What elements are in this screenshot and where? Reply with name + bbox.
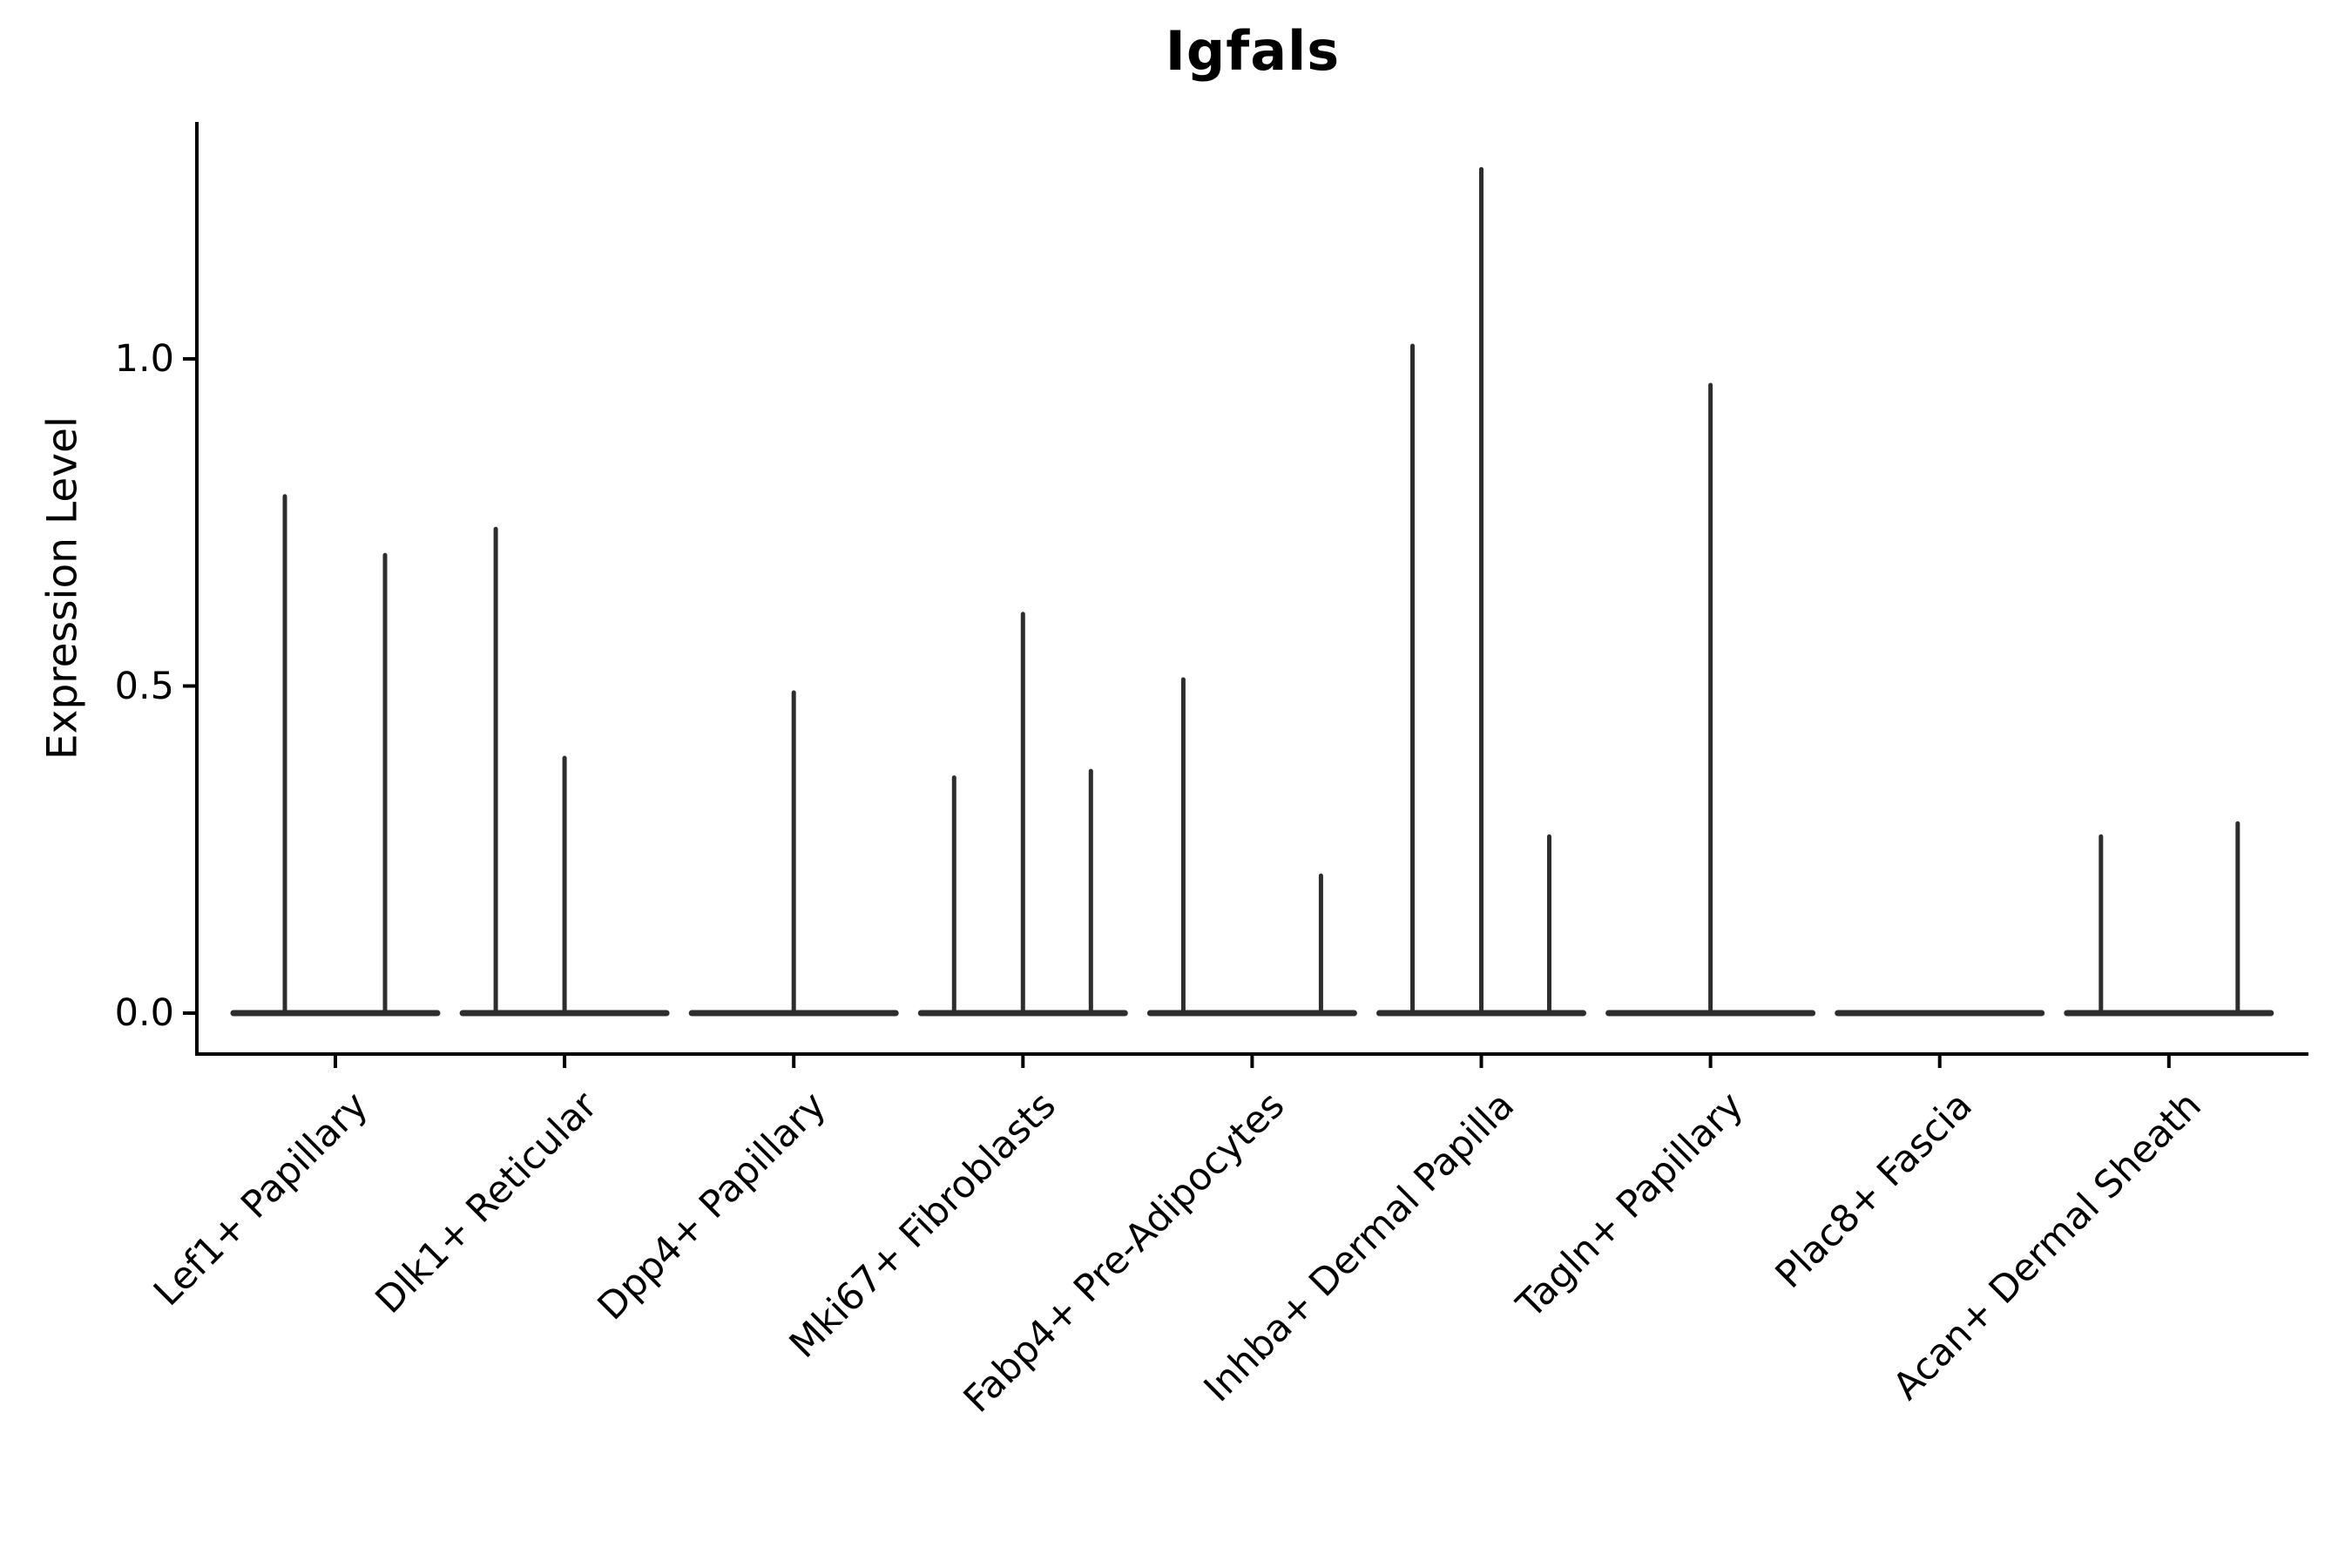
chart-title: Igfals <box>1165 19 1341 83</box>
y-tick-label: 0.5 <box>114 664 174 708</box>
y-tick-label: 1.0 <box>114 337 174 381</box>
y-tick-label: 0.0 <box>114 991 174 1035</box>
